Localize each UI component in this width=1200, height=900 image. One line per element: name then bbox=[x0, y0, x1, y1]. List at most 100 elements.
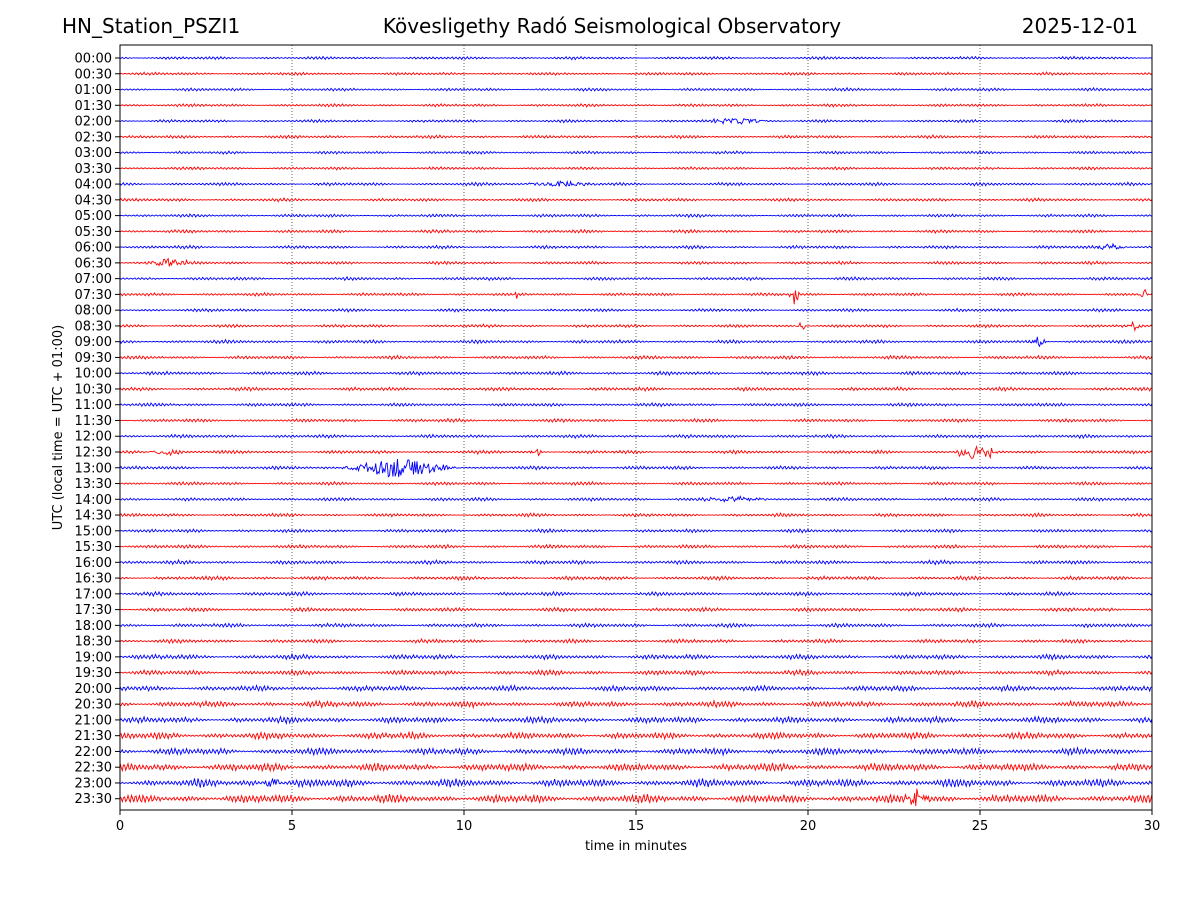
y-tick-label: 17:30 bbox=[75, 603, 112, 618]
trace-0500 bbox=[119, 213, 1153, 219]
y-tick-label: 07:30 bbox=[75, 288, 112, 303]
y-axis-label: UTC (local time = UTC + 01:00) bbox=[51, 325, 66, 530]
trace-0330 bbox=[119, 165, 1153, 171]
y-tick-label: 05:00 bbox=[75, 209, 112, 224]
trace-0530 bbox=[119, 228, 1153, 235]
seismic-traces bbox=[119, 55, 1153, 807]
trace-0430 bbox=[119, 196, 1153, 203]
trace-1700 bbox=[119, 590, 1153, 598]
trace-1930 bbox=[119, 668, 1153, 677]
trace-1200 bbox=[119, 433, 1153, 440]
trace-1730 bbox=[119, 606, 1153, 613]
trace-1400 bbox=[119, 495, 1153, 503]
y-tick-label: 10:00 bbox=[75, 367, 112, 382]
x-tick-label: 15 bbox=[628, 819, 645, 834]
trace-1600 bbox=[119, 558, 1153, 566]
trace-0100 bbox=[119, 86, 1153, 92]
y-tick-label: 12:00 bbox=[75, 430, 112, 445]
trace-0800 bbox=[119, 307, 1153, 313]
y-tick-label: 23:00 bbox=[75, 776, 112, 791]
trace-2200 bbox=[119, 745, 1153, 757]
y-tick-label: 03:00 bbox=[75, 146, 112, 161]
trace-0130 bbox=[119, 102, 1153, 108]
y-tick-label: 19:00 bbox=[75, 650, 112, 665]
station-name: HN_Station_PSZI1 bbox=[62, 14, 241, 38]
trace-0000 bbox=[119, 55, 1153, 61]
trace-1130 bbox=[119, 417, 1153, 424]
trace-0400 bbox=[119, 179, 1153, 188]
trace-2130 bbox=[119, 730, 1153, 742]
x-tick-label: 0 bbox=[116, 819, 124, 834]
y-tick-label: 08:30 bbox=[75, 319, 112, 334]
y-tick-label: 16:30 bbox=[75, 572, 112, 587]
y-tick-label: 02:30 bbox=[75, 130, 112, 145]
y-tick-label: 22:30 bbox=[75, 761, 112, 776]
y-tick-label: 17:00 bbox=[75, 587, 112, 602]
y-tick-label: 16:00 bbox=[75, 556, 112, 571]
trace-0700 bbox=[119, 275, 1153, 282]
y-tick-label: 14:00 bbox=[75, 493, 112, 508]
trace-2330 bbox=[119, 788, 1153, 807]
x-tick-label: 20 bbox=[800, 819, 817, 834]
trace-0200 bbox=[119, 117, 1153, 125]
trace-0300 bbox=[119, 150, 1153, 155]
trace-2300 bbox=[119, 777, 1153, 789]
y-tick-label: 04:30 bbox=[75, 193, 112, 208]
y-tick-label: 20:30 bbox=[75, 698, 112, 713]
y-tick-label: 03:30 bbox=[75, 162, 112, 177]
trace-2000 bbox=[119, 683, 1153, 693]
trace-0730 bbox=[119, 288, 1153, 305]
chart-date: 2025-12-01 bbox=[1021, 14, 1138, 38]
grid-lines bbox=[291, 45, 981, 810]
y-tick-label: 12:30 bbox=[75, 446, 112, 461]
x-axis-ticks: 0 5 10 15 20 25 30 bbox=[116, 810, 1160, 834]
y-tick-label: 13:00 bbox=[75, 461, 112, 476]
y-tick-label: 11:00 bbox=[75, 398, 112, 413]
y-tick-label: 18:00 bbox=[75, 619, 112, 634]
y-tick-label: 15:30 bbox=[75, 540, 112, 555]
trace-1430 bbox=[119, 512, 1153, 518]
y-tick-label: 18:30 bbox=[75, 635, 112, 650]
trace-0600 bbox=[119, 242, 1153, 251]
y-tick-label: 09:30 bbox=[75, 351, 112, 366]
y-tick-label: 13:30 bbox=[75, 477, 112, 492]
trace-0930 bbox=[119, 354, 1153, 361]
y-tick-label: 04:00 bbox=[75, 178, 112, 193]
trace-1030 bbox=[119, 385, 1152, 393]
y-axis-ticks: 00:0000:3001:0001:3002:0002:3003:0003:30… bbox=[75, 52, 120, 807]
x-tick-label: 30 bbox=[1144, 819, 1161, 834]
x-axis-label: time in minutes bbox=[585, 839, 687, 854]
chart-title: Kövesligethy Radó Seismological Observat… bbox=[382, 14, 842, 38]
y-tick-label: 19:30 bbox=[75, 666, 112, 681]
trace-1800 bbox=[119, 622, 1153, 629]
y-tick-label: 05:30 bbox=[75, 225, 112, 240]
y-tick-label: 00:00 bbox=[75, 52, 112, 67]
trace-2030 bbox=[119, 699, 1153, 710]
y-tick-label: 01:30 bbox=[75, 99, 112, 114]
y-tick-label: 14:30 bbox=[75, 509, 112, 524]
trace-2230 bbox=[119, 761, 1153, 773]
trace-1330 bbox=[119, 480, 1153, 487]
trace-1230 bbox=[119, 445, 1153, 460]
trace-0900 bbox=[119, 336, 1153, 348]
y-tick-label: 22:00 bbox=[75, 745, 112, 760]
y-tick-label: 07:00 bbox=[75, 272, 112, 287]
trace-0030 bbox=[119, 71, 1153, 77]
y-tick-label: 21:30 bbox=[75, 729, 112, 744]
trace-0630 bbox=[119, 257, 1153, 267]
trace-1900 bbox=[119, 652, 1153, 661]
y-tick-label: 06:30 bbox=[75, 256, 112, 271]
trace-1500 bbox=[119, 527, 1153, 534]
y-tick-label: 10:30 bbox=[75, 382, 112, 397]
trace-1300 bbox=[119, 458, 1153, 478]
y-tick-label: 00:30 bbox=[75, 67, 112, 82]
y-tick-label: 21:00 bbox=[75, 713, 112, 728]
trace-0830 bbox=[119, 320, 1153, 332]
x-tick-label: 25 bbox=[972, 819, 989, 834]
y-tick-label: 02:00 bbox=[75, 115, 112, 130]
trace-1530 bbox=[119, 543, 1153, 550]
y-tick-label: 11:30 bbox=[75, 414, 112, 429]
trace-1830 bbox=[119, 637, 1153, 645]
y-tick-label: 15:00 bbox=[75, 524, 112, 539]
